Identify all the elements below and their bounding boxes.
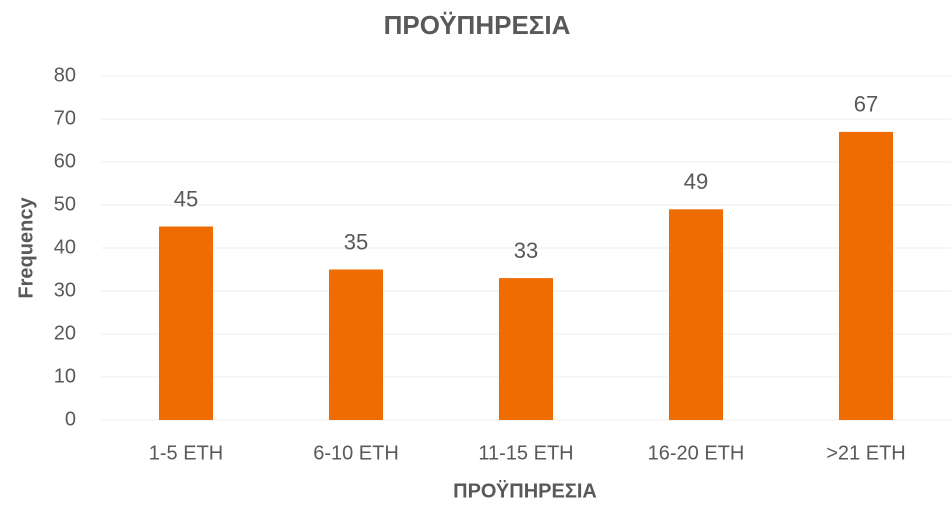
- bar: [499, 278, 553, 420]
- bar: [159, 226, 213, 420]
- y-tick-label: 80: [54, 64, 76, 86]
- bar: [669, 209, 723, 420]
- x-tick-label: 6-10 ΕΤΗ: [313, 442, 399, 464]
- y-tick-label: 50: [54, 193, 76, 215]
- bar: [329, 269, 383, 420]
- x-axis-title: ΠΡΟΫΠΗΡΕΣΙΑ: [453, 479, 597, 502]
- y-tick-label: 30: [54, 279, 76, 301]
- data-label: 67: [854, 92, 878, 117]
- y-tick-label: 0: [65, 408, 76, 430]
- y-tick-label: 20: [54, 322, 76, 344]
- data-label: 45: [174, 186, 198, 211]
- y-tick-label: 10: [54, 365, 76, 387]
- y-tick-label: 60: [54, 150, 76, 172]
- x-tick-label: 1-5 ΕΤΗ: [149, 442, 223, 464]
- data-label: 33: [514, 238, 538, 263]
- bar: [839, 131, 893, 420]
- y-tick-label: 40: [54, 236, 76, 258]
- data-label: 35: [344, 229, 368, 254]
- y-tick-label: 70: [54, 107, 76, 129]
- y-axis-title: Frequency: [15, 197, 37, 299]
- data-label: 49: [684, 169, 708, 194]
- x-tick-label: 11-15 ΕΤΗ: [478, 442, 573, 464]
- x-tick-label: >21 ΕΤΗ: [826, 442, 905, 464]
- x-tick-label: 16-20 ΕΤΗ: [648, 442, 745, 464]
- chart-title: ΠΡΟΫΠΗΡΕΣΙΑ: [384, 10, 571, 40]
